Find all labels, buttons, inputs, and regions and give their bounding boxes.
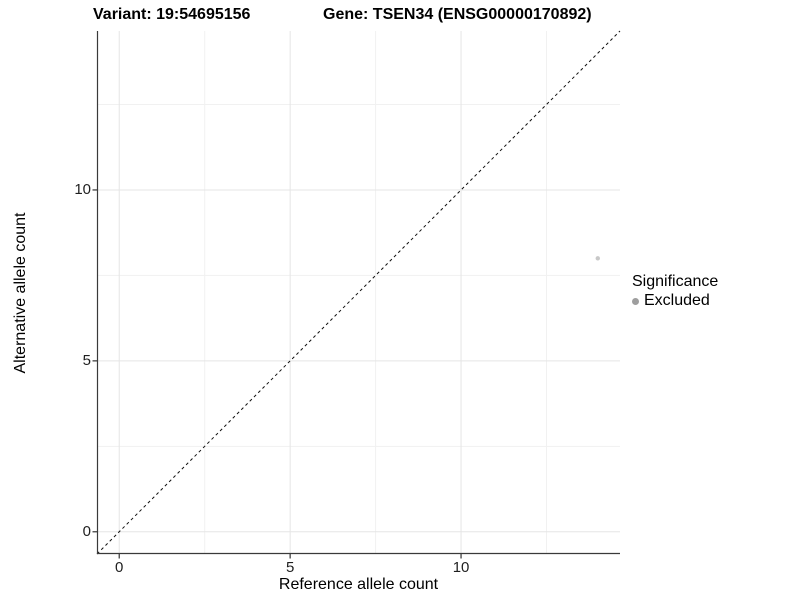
data-point [595,256,600,261]
x-axis-title: Reference allele count [278,576,439,593]
x-tick-label: 0 [115,559,124,576]
legend-item-label: Excluded [644,292,710,309]
plot-title-gene: Gene: TSEN34 (ENSG00000170892) [323,6,592,23]
y-tick-label: 10 [74,180,91,198]
identity-line [96,30,621,555]
legend: Significance Excluded [632,273,718,310]
y-tick-label: 5 [82,351,91,369]
legend-title: Significance [632,273,719,290]
x-tick-label: 5 [285,559,295,576]
plot-panel [92,30,621,559]
legend-point-icon [632,297,639,305]
legend-item-excluded: Excluded [632,292,718,310]
y-axis-title: Alternative allele count [12,212,29,374]
axis-lines [96,31,620,555]
x-tick-label: 10 [452,559,470,576]
plot-title-variant: Variant: 19:54695156 [93,6,251,23]
y-tick-label: 0 [82,522,91,540]
plot-svg [92,30,621,559]
